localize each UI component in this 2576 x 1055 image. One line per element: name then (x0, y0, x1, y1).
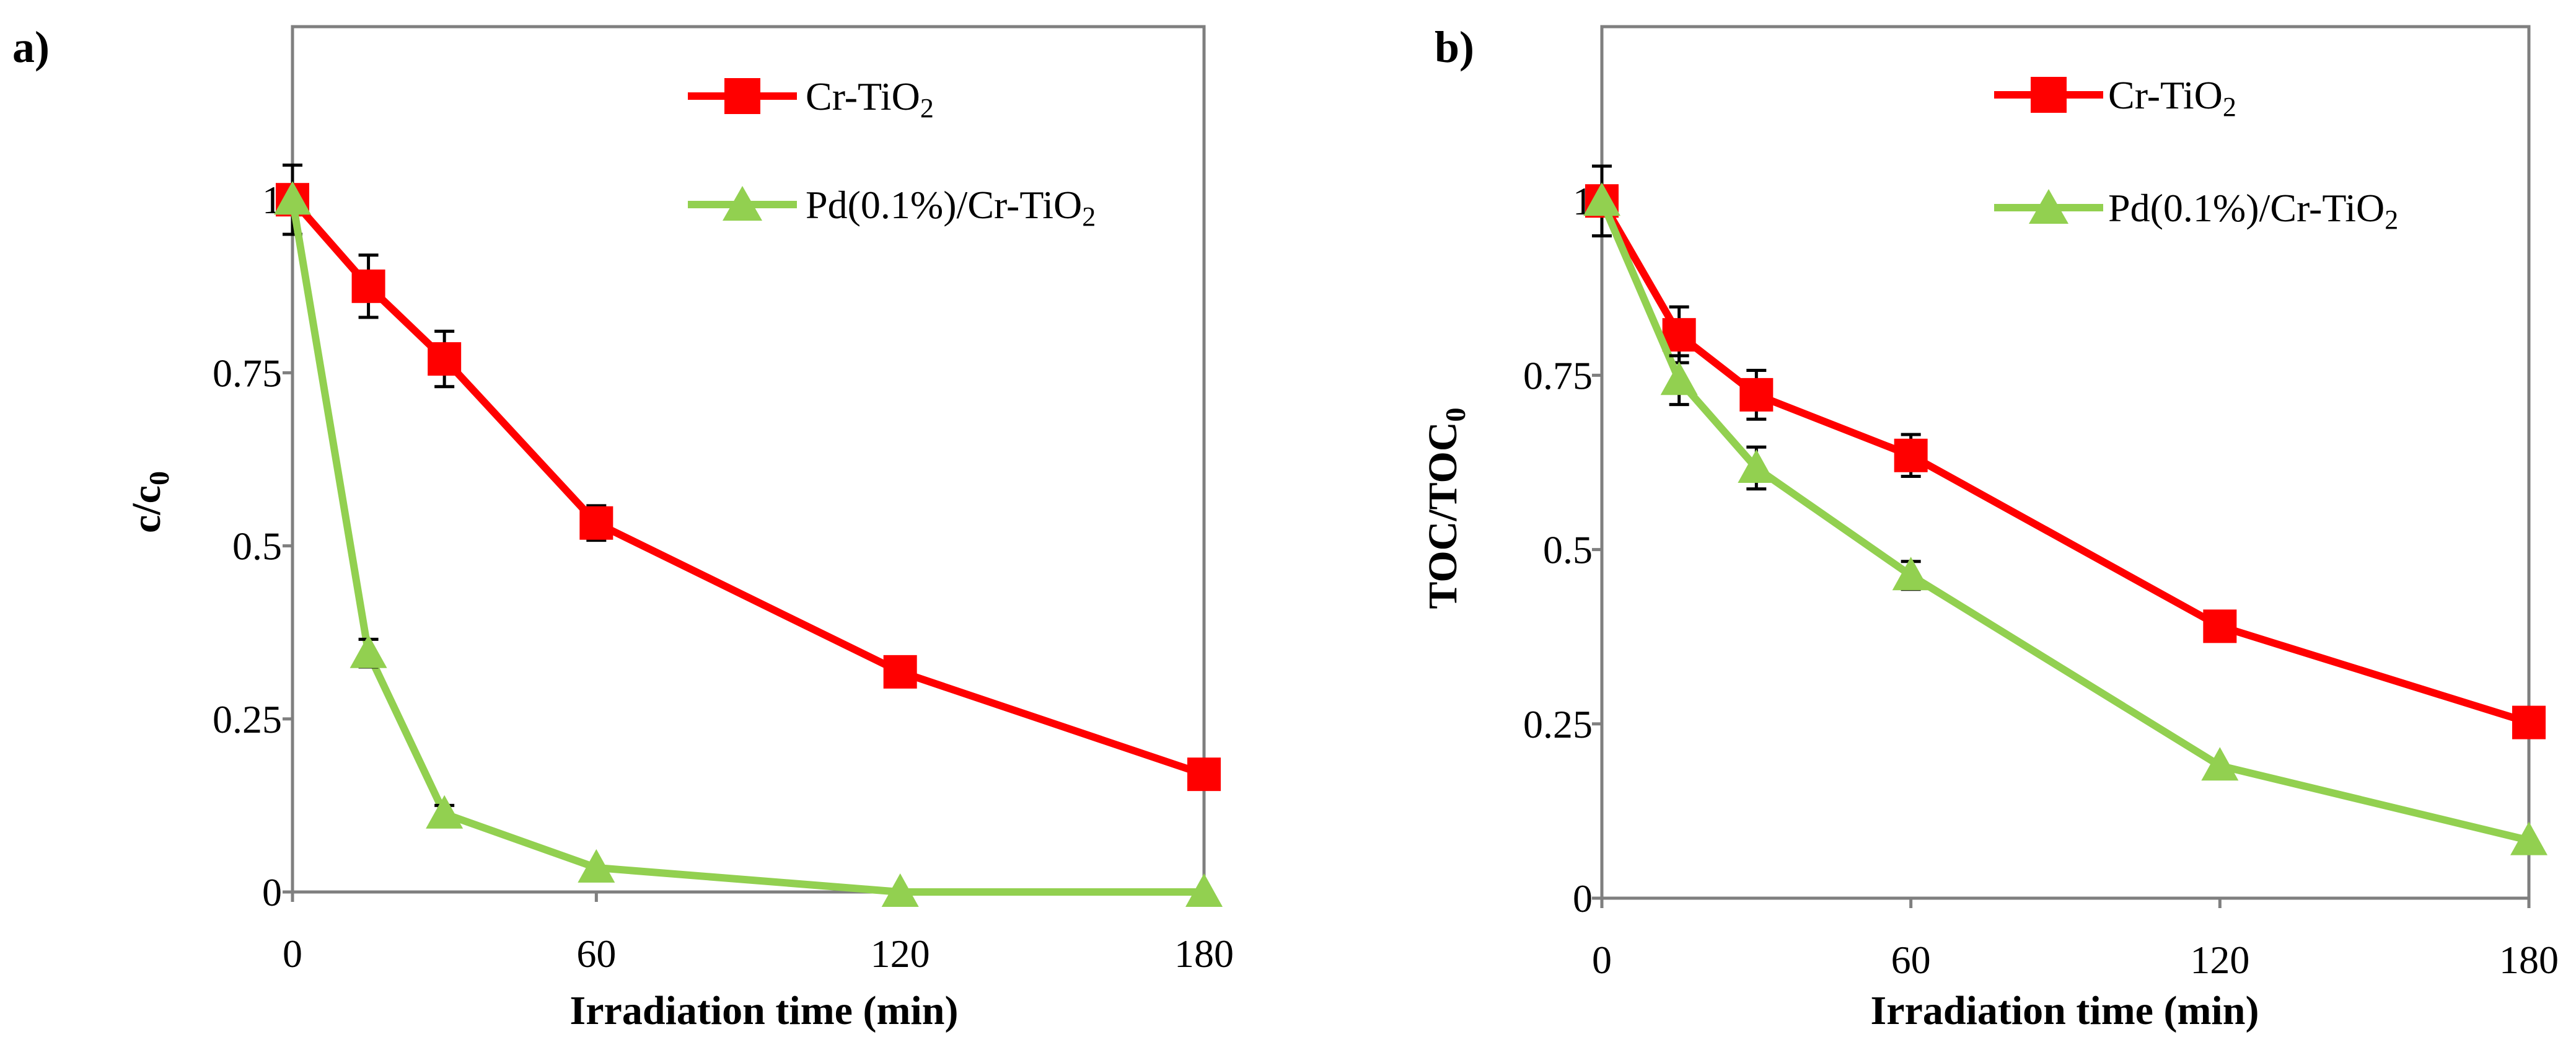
y-tick-label: 0.25 (1523, 702, 1593, 746)
legend: Cr-TiO2 Pd(0.1%)/Cr-TiO2 (1994, 73, 2398, 235)
data-point-pd-cr-tio2 (2510, 821, 2547, 855)
series-line-pd-cr-tio2 (1598, 199, 2530, 844)
x-tick-label: 180 (1174, 932, 1234, 976)
chart-panel-a: a) Irradiation time (min) c/c0 Cr-TiO2 P… (12, 22, 1234, 1033)
legend-label-main: Cr-TiO (806, 74, 920, 118)
x-tick-label: 180 (2499, 938, 2559, 982)
x-tick-label: 0 (283, 932, 302, 976)
data-point-pd-cr-tio2 (426, 795, 464, 829)
legend-label-main: Cr-TiO (2108, 73, 2223, 117)
plot-area-frame (291, 25, 1206, 894)
data-point-cr-tio2 (1187, 757, 1221, 792)
data-point-cr-tio2 (579, 506, 613, 540)
legend-entry-pd-cr-tio2: Pd(0.1%)/Cr-TiO2 (688, 183, 1096, 232)
y-tick-label: 0.5 (232, 524, 282, 568)
series-line-pd-cr-tio2 (289, 199, 1204, 896)
data-point-cr-tio2 (351, 269, 385, 303)
data-point-pd-cr-tio2 (1583, 182, 1620, 216)
legend: Cr-TiO2 Pd(0.1%)/Cr-TiO2 (688, 74, 1096, 232)
y-tick-label: 0.75 (213, 351, 282, 395)
legend-marker-triangle (723, 186, 762, 221)
legend-label-pd-cr-tio2: Pd(0.1%)/Cr-TiO2 (806, 183, 1096, 232)
legend-label-main: Pd(0.1%)/Cr-TiO (2108, 186, 2385, 230)
y-tick-label: 0 (262, 870, 282, 914)
data-point-cr-tio2 (1739, 377, 1774, 412)
legend-entry-cr-tio2: Cr-TiO2 (688, 74, 934, 123)
panel-label: a) (12, 22, 50, 72)
x-tick-label: 0 (1592, 938, 1612, 982)
data-point-pd-cr-tio2 (1892, 557, 1930, 591)
y-axis-title-main: TOC/TOC (1420, 422, 1466, 609)
chart-panel-b: b) Irradiation time (min) TOC/TOC0 Cr-Ti… (1420, 22, 2559, 1033)
legend-marker-square (724, 78, 760, 114)
legend-label-subscript: 2 (2385, 205, 2398, 235)
legend-label-pd-cr-tio2: Pd(0.1%)/Cr-TiO2 (2108, 186, 2398, 235)
legend-label-main: Pd(0.1%)/Cr-TiO (806, 183, 1082, 227)
y-axis-title-subscript: 0 (1440, 408, 1471, 422)
y-tick-label: 0.25 (213, 697, 282, 741)
y-tick-label: 0 (1573, 876, 1593, 920)
series-line-cr-tio2 (1598, 199, 2530, 726)
data-point-cr-tio2 (2512, 705, 2546, 739)
data-point-pd-cr-tio2 (1738, 449, 1775, 483)
legend-marker-triangle (2029, 189, 2068, 224)
data-point-pd-cr-tio2 (578, 849, 615, 883)
data-point-cr-tio2 (1894, 438, 1928, 472)
y-axis-title: c/c0 (124, 471, 175, 533)
data-point-cr-tio2 (428, 342, 462, 376)
y-axis-title: TOC/TOC0 (1420, 408, 1471, 609)
legend-entry-pd-cr-tio2: Pd(0.1%)/Cr-TiO2 (1994, 186, 2398, 235)
legend-label-cr-tio2: Cr-TiO2 (2108, 73, 2236, 122)
data-point-pd-cr-tio2 (1660, 361, 1698, 395)
x-axis-title: Irradiation time (min) (1871, 988, 2259, 1033)
x-tick-label: 60 (576, 932, 616, 976)
plot-area-frame (1600, 25, 2531, 900)
legend-label-subscript: 2 (2223, 92, 2236, 122)
data-point-cr-tio2 (2203, 609, 2237, 643)
data-point-pd-cr-tio2 (1185, 873, 1223, 907)
legend-entry-cr-tio2: Cr-TiO2 (1994, 73, 2236, 122)
data-point-pd-cr-tio2 (881, 873, 919, 907)
x-tick-label: 120 (2190, 938, 2249, 982)
legend-label-cr-tio2: Cr-TiO2 (806, 74, 934, 123)
data-point-pd-cr-tio2 (2201, 747, 2239, 781)
y-tick-label: 0.75 (1523, 353, 1593, 397)
legend-label-subscript: 2 (920, 93, 934, 123)
data-point-pd-cr-tio2 (274, 181, 311, 215)
panel-label: b) (1435, 22, 1474, 72)
legend-label-subscript: 2 (1082, 201, 1096, 232)
data-point-pd-cr-tio2 (349, 634, 387, 668)
data-point-cr-tio2 (883, 655, 917, 689)
y-axis-title-main: c/c (124, 485, 169, 533)
y-tick-label: 0.5 (1543, 528, 1593, 572)
y-axis-title-subscript: 0 (143, 471, 175, 485)
x-tick-label: 120 (871, 932, 930, 976)
legend-marker-square (2031, 77, 2067, 113)
x-axis-title: Irradiation time (min) (570, 988, 959, 1033)
x-tick-label: 60 (1891, 938, 1931, 982)
